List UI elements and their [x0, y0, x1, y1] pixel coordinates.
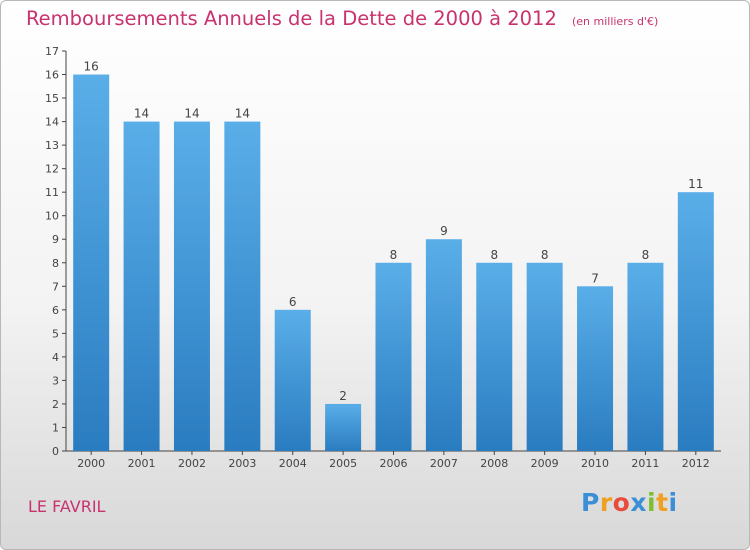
bar-2004 — [274, 309, 311, 451]
x-tick-label: 2002 — [178, 457, 206, 470]
chart-title: Remboursements Annuels de la Dette de 20… — [26, 7, 557, 30]
y-tick-label: 11 — [45, 186, 59, 199]
data-label: 7 — [591, 271, 599, 285]
bar-2000 — [73, 74, 110, 451]
commune-name: LE FAVRIL — [28, 497, 106, 516]
data-label: 11 — [688, 177, 703, 191]
x-tick-label: 2012 — [682, 457, 710, 470]
y-tick-label: 0 — [52, 445, 59, 458]
brand-letter: o — [612, 488, 631, 517]
bar-2011 — [627, 262, 664, 451]
y-tick-label: 8 — [52, 257, 59, 270]
y-tick-label: 10 — [45, 210, 59, 223]
x-tick-label: 2000 — [77, 457, 105, 470]
y-tick-label: 15 — [45, 92, 59, 105]
bar-2002 — [173, 121, 210, 452]
data-label: 14 — [184, 107, 199, 121]
chart-subtitle: (en milliers d'€) — [571, 15, 659, 28]
y-tick-label: 12 — [45, 163, 59, 176]
x-tick-label: 2004 — [279, 457, 307, 470]
x-tick-label: 2003 — [228, 457, 256, 470]
bar-2010 — [577, 286, 614, 451]
data-label: 14 — [134, 107, 149, 121]
bar-2009 — [526, 262, 563, 451]
data-label: 9 — [440, 224, 448, 238]
bars — [73, 74, 714, 452]
x-tick-label: 2006 — [380, 457, 408, 470]
data-label: 8 — [541, 248, 549, 262]
bar-2006 — [375, 262, 412, 451]
data-label: 8 — [490, 248, 498, 262]
data-label: 6 — [289, 295, 297, 309]
y-tick-label: 14 — [45, 116, 59, 129]
y-tick-label: 9 — [52, 233, 59, 246]
x-tick-label: 2011 — [631, 457, 659, 470]
brand-letter: r — [599, 488, 613, 517]
brand-letter: x — [630, 488, 647, 517]
title-row: Remboursements Annuels de la Dette de 20… — [26, 7, 658, 30]
x-tick-label: 2009 — [531, 457, 559, 470]
bar-2005 — [325, 403, 362, 451]
y-tick-label: 4 — [52, 351, 59, 364]
x-tick-label: 2007 — [430, 457, 458, 470]
bar-2001 — [123, 121, 160, 452]
brand-letter: i — [668, 488, 678, 517]
data-label: 8 — [642, 248, 650, 262]
y-tick-label: 2 — [52, 398, 59, 411]
brand-letter: t — [656, 488, 669, 517]
y-tick-label: 16 — [45, 69, 59, 82]
y-tick-label: 3 — [52, 374, 59, 387]
data-labels: 16 14 14 14 6 2 8 9 8 8 7 8 11 — [84, 60, 704, 403]
x-tick-label: 2001 — [128, 457, 156, 470]
y-tick-label: 1 — [52, 421, 59, 434]
data-label: 2 — [339, 389, 347, 403]
x-tick-label: 2005 — [329, 457, 357, 470]
x-tick-label: 2008 — [480, 457, 508, 470]
x-tick-label: 2010 — [581, 457, 609, 470]
data-label: 16 — [84, 60, 99, 74]
bar-2007 — [425, 239, 462, 451]
data-label: 14 — [235, 107, 250, 121]
bar-2012 — [677, 192, 714, 452]
bar-2008 — [476, 262, 513, 451]
y-tick-label: 5 — [52, 327, 59, 340]
y-tick-label: 7 — [52, 280, 59, 293]
brand-letter: i — [647, 488, 657, 517]
data-label: 8 — [390, 248, 398, 262]
y-tick-label: 6 — [52, 304, 59, 317]
brand-logo: Proxiti — [581, 488, 678, 517]
y-tick-label: 13 — [45, 139, 59, 152]
y-tick-label: 17 — [45, 45, 59, 58]
bar-2003 — [224, 121, 261, 452]
brand-letter: P — [581, 488, 600, 517]
